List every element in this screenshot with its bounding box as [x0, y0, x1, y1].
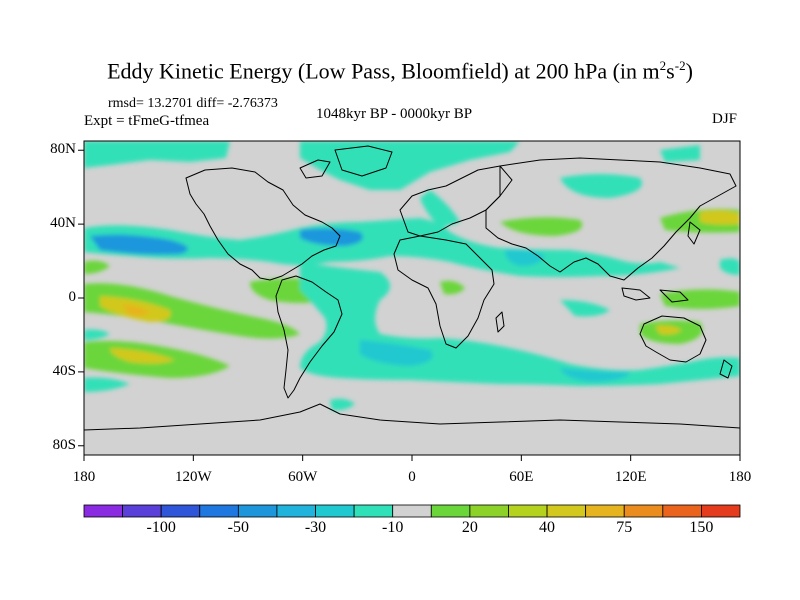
map-background [84, 141, 740, 455]
patch-teal-south-pacific [84, 377, 130, 392]
coast-africa [393, 235, 495, 349]
lon-tick-label: 180 [72, 469, 96, 485]
lon-tick-label: 0 [408, 469, 416, 485]
coast-indonesia-2 [659, 289, 689, 303]
colorbar-swatch [83, 504, 123, 518]
colorbar [83, 504, 741, 518]
colorbar-swatch [276, 504, 316, 518]
coast-japan [687, 221, 701, 245]
patch-green-indonesia [660, 289, 740, 309]
colorbar-swatch [122, 504, 162, 518]
period-label: 1048kyr BP - 0000kyr BP [316, 106, 473, 122]
coast-asia [485, 157, 737, 281]
patch-yellow-pacific-west [700, 210, 740, 225]
colorbar-swatch [469, 504, 509, 518]
patch-siberia [560, 174, 642, 198]
coast-new-zealand [719, 359, 733, 379]
patch-green-africa [440, 280, 465, 295]
colorbar-swatch [237, 504, 278, 518]
lon-tick-label: 120E [614, 469, 647, 485]
colorbar-swatch [701, 504, 741, 518]
patch-pacific-blue [90, 234, 188, 255]
patch-south-atlantic-cyan [360, 340, 433, 366]
patch-green-east-pacific [84, 260, 110, 274]
map-title: Eddy Kinetic Energy (Low Pass, Bloomfiel… [107, 58, 693, 84]
lon-tick-label: 60E [509, 469, 534, 485]
patch-green-middle-east [500, 217, 583, 236]
colorbar-label: -100 [146, 519, 176, 536]
colorbar-swatch [392, 504, 432, 518]
lon-tick-label: 60W [288, 469, 318, 485]
patch-arctic-east [660, 145, 700, 162]
experiment-label: Expt = tFmeG-tfmea [84, 113, 210, 129]
patch-teal-south-pacific-edge [84, 329, 110, 340]
patch-usa-blue [300, 228, 363, 246]
stats-label: rmsd= 13.2701 diff= -2.76373 [108, 96, 278, 111]
lat-tick-label: 40N [50, 215, 76, 232]
colorbar-label: -10 [382, 519, 404, 536]
colorbar-swatch [623, 504, 664, 518]
patch-teal-indian [560, 300, 610, 317]
patch-atlantic-spur [420, 190, 460, 228]
colorbar-swatch [662, 504, 702, 518]
coast-greenland [334, 145, 393, 177]
colorbar-swatch [353, 504, 394, 518]
lat-tick-label: 80S [52, 436, 76, 453]
patch-antarctic-teal [330, 398, 355, 411]
patch-arctic-west [84, 141, 230, 168]
colorbar-swatch [585, 504, 625, 518]
map-field [84, 141, 740, 455]
lat-tick-label: 80N [50, 141, 76, 158]
coast-australia [639, 315, 707, 363]
patch-green-tropical-pacific [84, 283, 300, 339]
colorbar-swatch [315, 504, 355, 518]
colorbar-label: 20 [461, 519, 478, 536]
lat-tick-label: 0 [68, 289, 77, 305]
lon-tick-label: 180 [728, 469, 752, 485]
coast-madagascar [495, 311, 505, 333]
coast-antarctica [84, 403, 740, 431]
patch-yellow-south-pacific [110, 348, 175, 364]
patch-orange-tropical-pacific [122, 304, 150, 316]
coast-south-america [275, 275, 343, 399]
patch-indian-cyan [560, 368, 630, 382]
coast-europe [399, 165, 513, 237]
colorbar-swatch [508, 504, 548, 518]
anomaly-patches [84, 141, 740, 411]
colorbar-swatch [160, 504, 201, 518]
season-label: DJF [712, 111, 738, 127]
coast-north-america [185, 167, 341, 281]
lon-tick-label: 120W [174, 469, 212, 485]
colorbar-label: -30 [304, 519, 327, 536]
colorbar-label: 40 [539, 519, 556, 536]
patch-teal-west-pacific [720, 258, 740, 275]
colorbar-label: -50 [227, 519, 249, 536]
colorbar-label: 150 [689, 519, 714, 536]
patch-arctic-atlantic [300, 141, 520, 190]
coast-arctic-islands [299, 159, 331, 179]
colorbar-swatch [199, 504, 239, 518]
colorbar-swatch [430, 504, 471, 518]
axis-ticks [78, 149, 741, 461]
colorbar-label: 75 [616, 519, 633, 536]
colorbar-swatch [546, 504, 587, 518]
coast-indonesia-1 [621, 287, 651, 301]
lat-tick-label: 40S [52, 362, 76, 379]
coastlines [84, 145, 740, 431]
patch-yellow-australia [655, 325, 682, 335]
